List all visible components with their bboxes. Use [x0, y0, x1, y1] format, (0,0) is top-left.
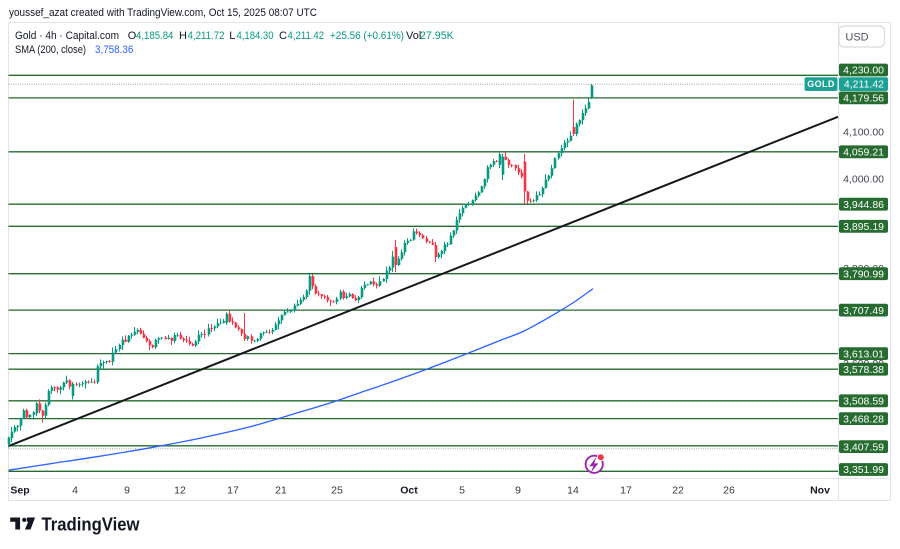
svg-text:17: 17 [620, 485, 632, 497]
svg-text:3,707.49: 3,707.49 [843, 305, 884, 317]
svg-text:4,230.00: 4,230.00 [843, 65, 884, 77]
svg-text:Sep: Sep [10, 485, 29, 497]
svg-text:USD: USD [845, 31, 868, 43]
svg-text:Oct: Oct [400, 485, 418, 497]
svg-text:9: 9 [515, 485, 521, 497]
svg-text:Nov: Nov [810, 485, 830, 497]
svg-text:GOLD: GOLD [807, 79, 835, 89]
svg-text:3,895.19: 3,895.19 [843, 221, 884, 233]
svg-text:21: 21 [275, 485, 287, 497]
svg-text:3,578.38: 3,578.38 [843, 364, 884, 376]
svg-text:14: 14 [567, 485, 579, 497]
svg-text:3,351.99: 3,351.99 [843, 464, 884, 476]
svg-text:TradingView: TradingView [42, 515, 141, 535]
svg-text:9: 9 [124, 485, 130, 497]
svg-text:3,944.86: 3,944.86 [843, 199, 884, 211]
svg-text:3,407.59: 3,407.59 [843, 441, 884, 453]
svg-text:4,100.00: 4,100.00 [843, 127, 884, 139]
svg-text:4,179.56: 4,179.56 [843, 93, 884, 105]
svg-text:4,000.00: 4,000.00 [843, 174, 884, 186]
svg-text:3,790.99: 3,790.99 [843, 268, 884, 280]
svg-text:22: 22 [672, 485, 684, 497]
svg-text:4,211.42: 4,211.42 [844, 78, 884, 90]
svg-text:3,613.01: 3,613.01 [843, 348, 884, 360]
svg-text:25: 25 [331, 485, 343, 497]
svg-text:4: 4 [72, 485, 78, 497]
svg-text:26: 26 [723, 485, 735, 497]
svg-text:17: 17 [227, 485, 239, 497]
svg-text:4,059.21: 4,059.21 [843, 147, 884, 159]
svg-text:youssef_azat created with Trad: youssef_azat created with TradingView.co… [9, 7, 317, 19]
svg-text:3,508.59: 3,508.59 [843, 396, 884, 408]
svg-text:SMA (200, close)3,758.36: SMA (200, close) 3,758.36 [15, 44, 133, 56]
svg-text:3,468.28: 3,468.28 [843, 413, 884, 425]
svg-text:5: 5 [459, 485, 465, 497]
svg-text:12: 12 [174, 485, 186, 497]
